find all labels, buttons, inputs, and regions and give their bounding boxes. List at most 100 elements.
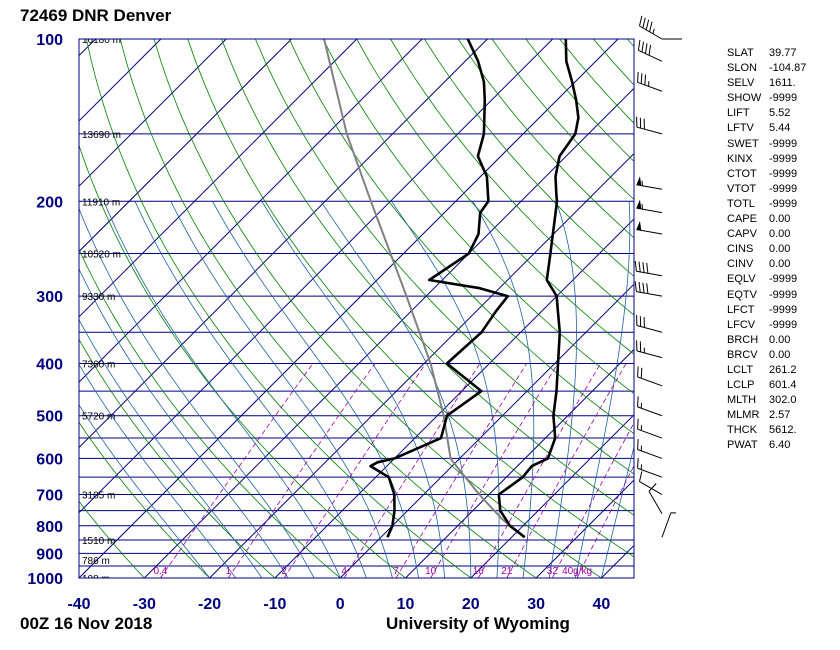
- wind-barb: [636, 200, 662, 213]
- index-key: CINS: [727, 242, 769, 257]
- wind-barb-flag: [641, 368, 642, 378]
- pressure-tick-label: 100: [36, 32, 63, 49]
- index-value: 0.00: [769, 349, 790, 361]
- wind-barb: [662, 513, 676, 537]
- wind-barb-pennant: [636, 176, 641, 185]
- pressure-tick-label: 200: [36, 194, 63, 211]
- dry-adiabat: [188, 39, 667, 578]
- pressure-tick-label: 300: [36, 289, 63, 306]
- height-label: 16180 m: [82, 35, 121, 46]
- moist-adiabat: [28, 201, 261, 578]
- height-label: 5720 m: [82, 412, 115, 423]
- index-value: -9999: [769, 273, 797, 285]
- index-value: -9999: [769, 319, 797, 331]
- wind-barb-flag: [639, 16, 641, 26]
- mixing-ratio-line: [228, 364, 375, 579]
- index-key: SLAT: [727, 46, 769, 61]
- parcel-path: [324, 39, 525, 537]
- moist-adiabat: [549, 201, 576, 578]
- temperature-tick-label: -10: [263, 596, 286, 613]
- index-row: EQTV-9999: [727, 288, 806, 303]
- temperature-tick-label: -40: [67, 596, 90, 613]
- mixing-ratio-label: 2: [281, 566, 287, 577]
- wind-barb-flag: [639, 282, 640, 292]
- pressure-tick-label: 1000: [27, 571, 63, 588]
- index-value: 0.00: [769, 243, 790, 255]
- wind-barb-flag: [638, 419, 639, 429]
- source-credit: University of Wyoming: [386, 614, 570, 634]
- height-label: 11910 m: [82, 197, 120, 208]
- wind-barb-flag: [639, 471, 641, 481]
- temperature-tick-label: 20: [462, 596, 480, 613]
- wind-barb-flag: [638, 458, 639, 468]
- wind-barb: [638, 367, 662, 386]
- mixing-ratio-label: 10: [425, 566, 437, 577]
- isotherm-line: [79, 39, 618, 578]
- index-value: 0.00: [769, 258, 790, 270]
- index-key: CAPE: [727, 212, 769, 227]
- mixing-ratio-label: 4: [341, 566, 347, 577]
- index-value: 1611.: [769, 77, 796, 89]
- pressure-tick-label: 600: [36, 451, 63, 468]
- wind-barb-flag: [643, 262, 644, 272]
- pressure-tick-label: 500: [36, 409, 63, 426]
- temperature-tick-label: -20: [198, 596, 221, 613]
- index-key: SHOW: [727, 91, 769, 106]
- index-key: LFTV: [727, 121, 769, 136]
- mixing-ratio-label: 16: [473, 566, 485, 577]
- isotherm-line: [0, 39, 30, 578]
- station-title: 72469 DNR Denver: [20, 6, 171, 26]
- index-row: SWET-9999: [727, 137, 806, 152]
- wind-barb-flag: [650, 22, 652, 32]
- index-key: CAPV: [727, 227, 769, 242]
- wind-barb: [636, 221, 662, 234]
- height-label: 9330 m: [82, 292, 115, 303]
- index-value: 0.00: [769, 228, 790, 240]
- mixing-ratio-label: 32: [547, 566, 559, 577]
- wind-barb-pennant: [636, 221, 641, 230]
- wind-barb: [636, 176, 662, 189]
- moist-adiabat: [575, 201, 630, 578]
- index-value: -9999: [769, 289, 797, 301]
- wind-barb: [638, 419, 662, 438]
- index-key: CTOT: [727, 167, 769, 182]
- index-value: 261.2: [769, 364, 797, 376]
- wind-barb-flag: [646, 43, 648, 53]
- height-label: 108 m: [82, 574, 110, 585]
- index-key: MLMR: [727, 408, 769, 423]
- height-label: 13690 m: [82, 130, 121, 141]
- wind-barb-half-flag: [653, 29, 654, 34]
- wind-barb: [635, 261, 662, 276]
- dry-adiabat: [0, 39, 144, 578]
- wind-barb-flag: [645, 75, 646, 85]
- index-key: TOTL: [727, 197, 769, 212]
- index-value: 5612.: [769, 424, 797, 436]
- index-value: 6.40: [769, 439, 790, 451]
- index-key: BRCH: [727, 333, 769, 348]
- mixing-ratio-label: 1: [226, 566, 232, 577]
- wind-barb: [637, 340, 662, 357]
- wind-barb: [637, 315, 662, 332]
- index-value: -104.87: [769, 62, 806, 74]
- temperature-tick-label: 40: [593, 596, 611, 613]
- dry-adiabat: [19, 39, 340, 578]
- index-key: SWET: [727, 137, 769, 152]
- wind-barb: [638, 72, 662, 91]
- index-key: LCLT: [727, 363, 769, 378]
- wind-barb: [638, 396, 662, 415]
- mixing-ratio-label: 0.4: [153, 566, 167, 577]
- index-value: 39.77: [769, 47, 797, 59]
- mixing-ratio-label: 21: [501, 566, 513, 577]
- index-value: -9999: [769, 168, 797, 180]
- height-label: 1510 m: [82, 536, 115, 547]
